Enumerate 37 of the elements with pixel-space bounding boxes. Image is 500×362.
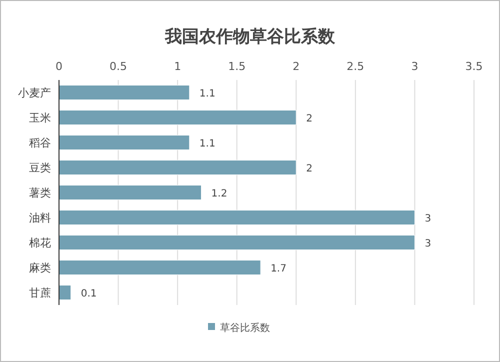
bar: [58, 260, 261, 275]
y-tick-label: 薯类: [29, 186, 51, 200]
x-tick-label: 2.5: [346, 60, 364, 73]
x-tick-label: 3: [411, 60, 418, 73]
x-tick-label: 1: [174, 60, 182, 73]
bar: [58, 160, 296, 175]
data-label: 2: [306, 164, 313, 174]
data-label: 2: [306, 114, 313, 124]
bar: [58, 210, 415, 225]
x-tick-label: 2: [292, 60, 300, 73]
data-label: 1.1: [199, 138, 216, 150]
chart-title: 我国农作物草谷比系数: [164, 27, 336, 47]
x-tick-label: 3.5: [465, 60, 483, 73]
data-label: 0.1: [80, 288, 97, 300]
data-label: 3: [424, 238, 432, 250]
bar: [58, 235, 415, 250]
x-tick-label: 0.5: [110, 60, 128, 73]
y-tick-label: 稻谷: [29, 136, 51, 150]
y-tick-label: 甘蔗: [29, 286, 51, 300]
bar: [58, 135, 190, 150]
y-tick-label: 棉花: [29, 236, 51, 250]
x-tick-label: 1.5: [228, 60, 246, 73]
data-label: 1.2: [211, 188, 228, 200]
y-tick-label: 油料: [29, 212, 51, 224]
bar: [58, 185, 202, 200]
y-tick-label: 玉米: [29, 112, 51, 124]
y-tick-label: 豆类: [29, 162, 51, 174]
bar: [58, 85, 190, 100]
y-tick-label: 小麦产: [18, 86, 51, 100]
bar: [58, 285, 72, 300]
legend-label: 草谷比系数: [220, 322, 270, 334]
data-label: 1.1: [199, 88, 216, 100]
data-label: 3: [424, 214, 432, 224]
x-tick-label: 0: [56, 60, 62, 73]
data-label: 1.7: [270, 264, 286, 274]
y-tick-label: 麻类: [29, 262, 51, 274]
bar: [58, 110, 296, 125]
